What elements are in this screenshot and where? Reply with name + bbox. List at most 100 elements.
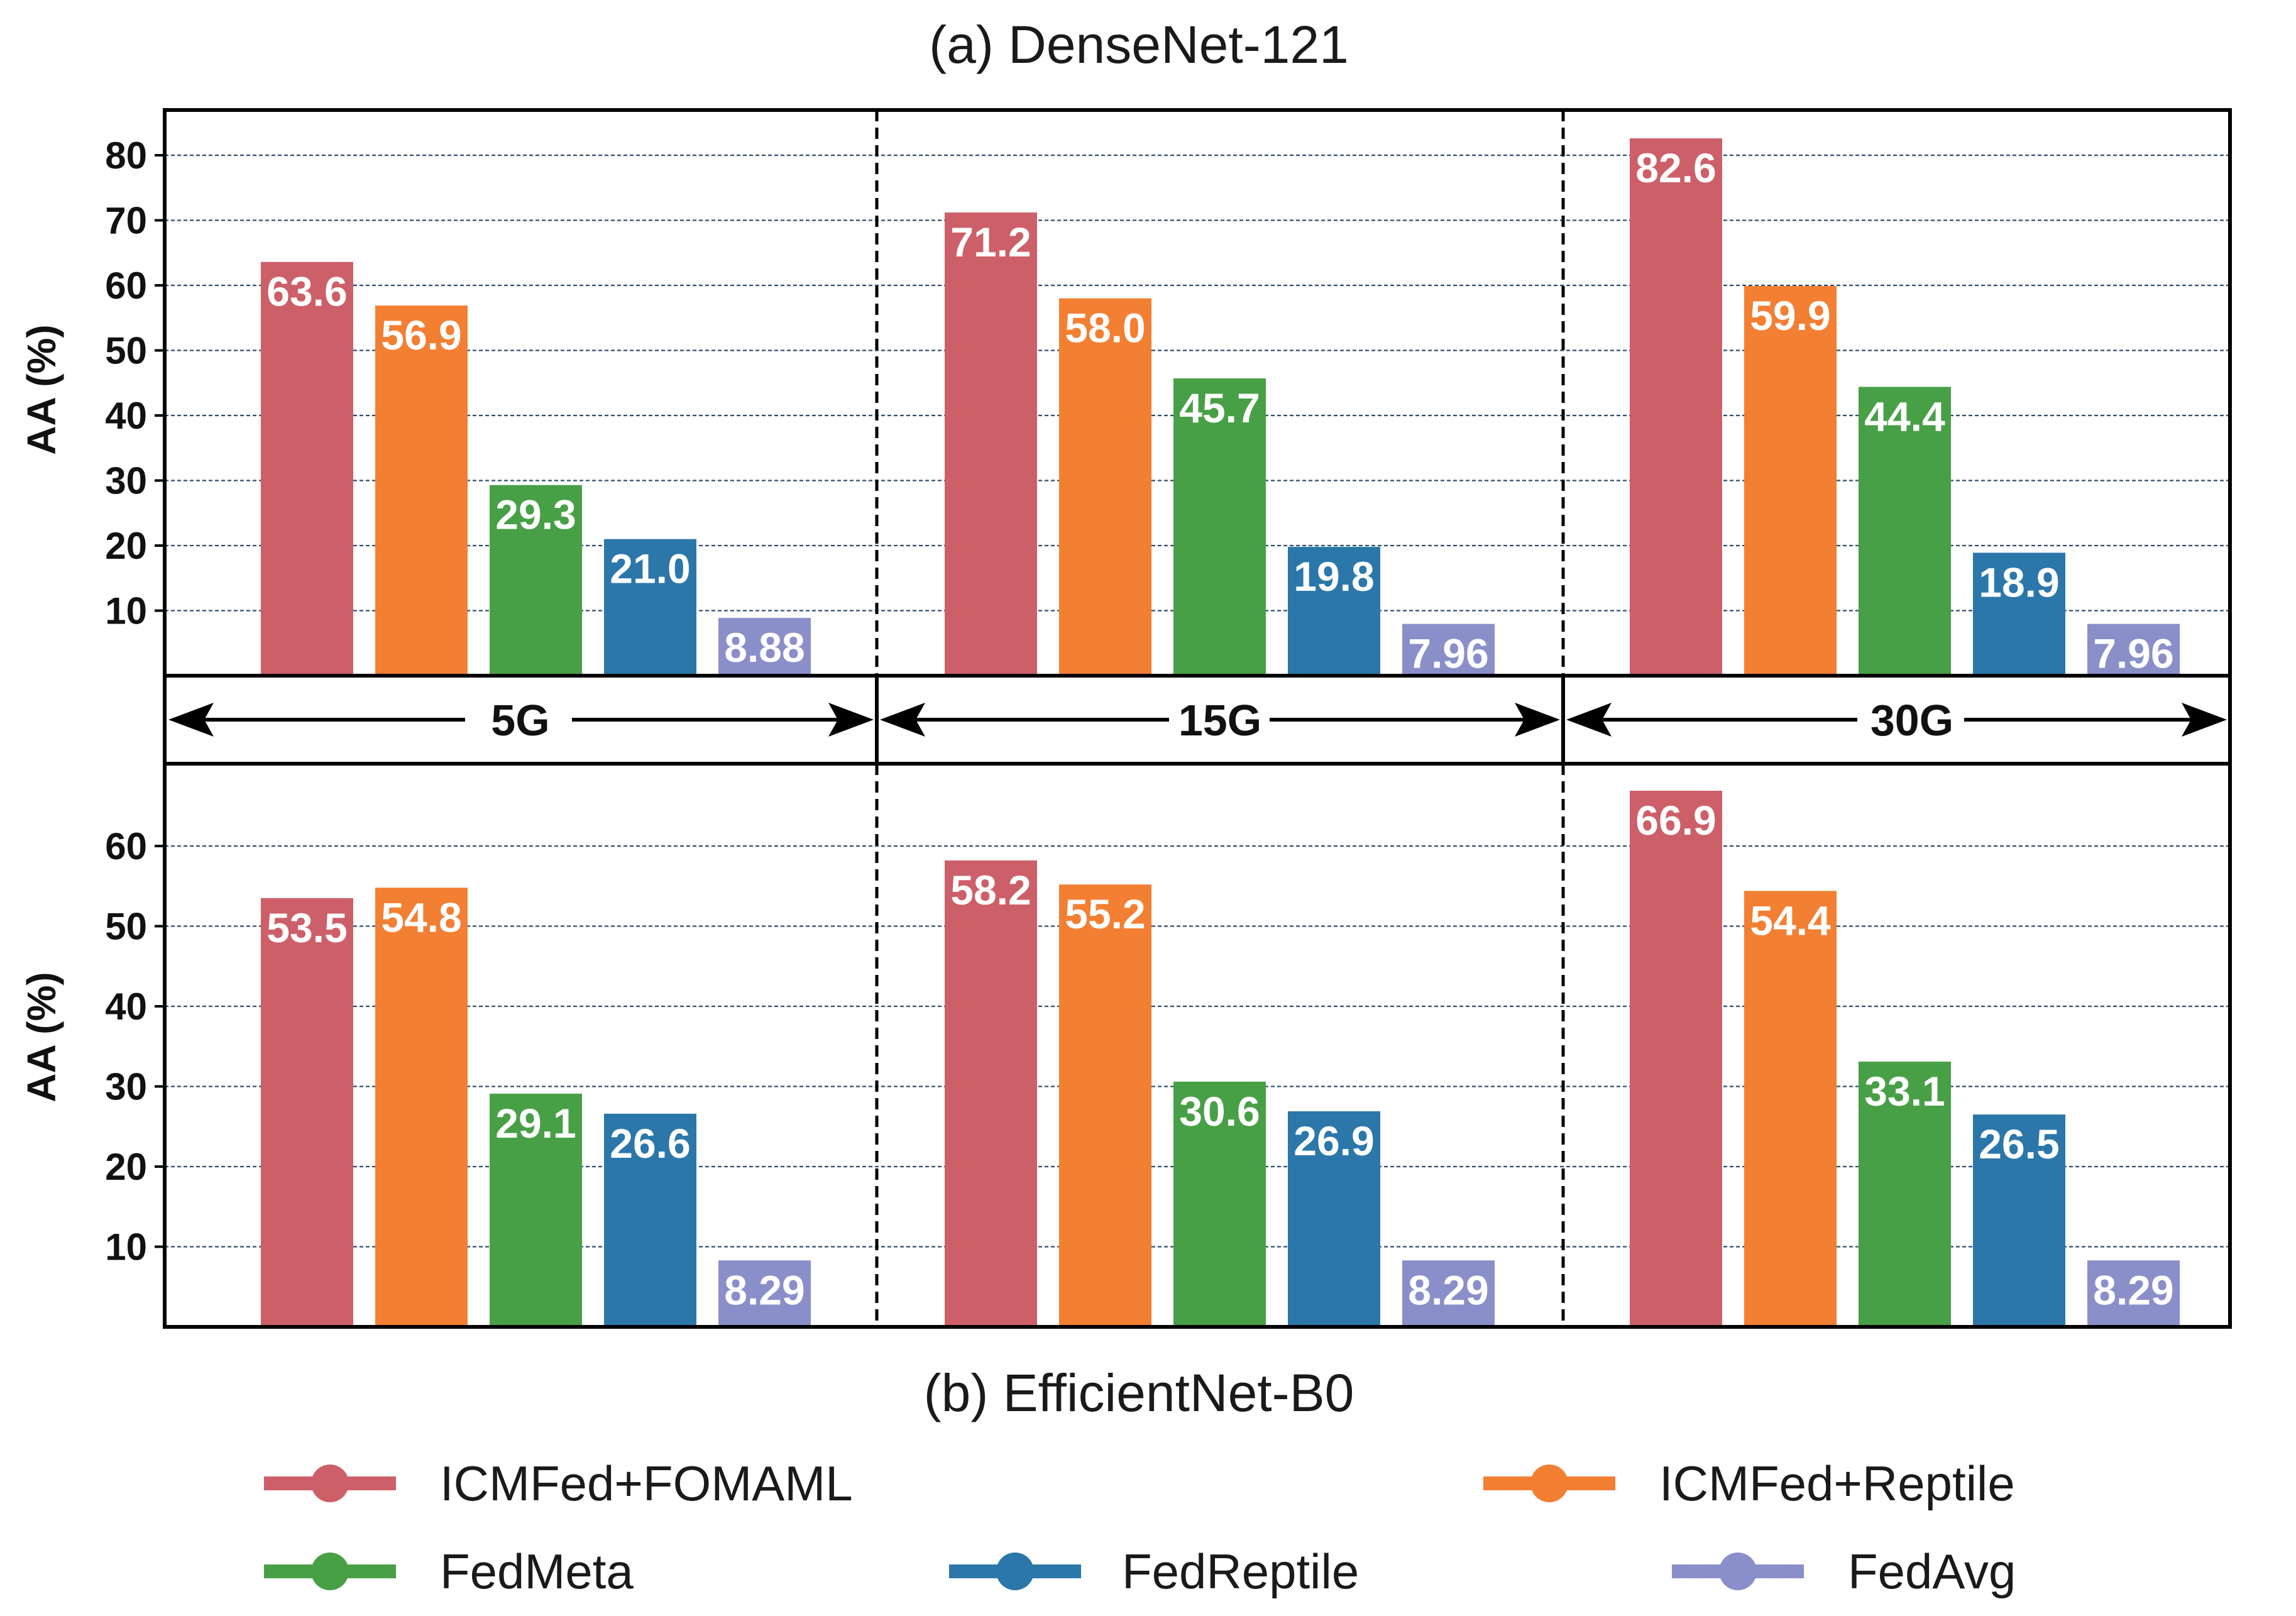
group-label-15g: 15G (1178, 696, 1261, 745)
bar-fedreptile-30g (1973, 552, 2065, 676)
group-label-5g: 5G (491, 696, 549, 745)
bar-icmfed-fomaml-5g (261, 261, 353, 676)
y-tick-label: 40 (105, 395, 147, 437)
bar-value-label: 33.1 (1864, 1068, 1945, 1114)
bar-value-label: 29.1 (495, 1100, 576, 1146)
bar-value-label: 82.6 (1635, 145, 1716, 191)
y-tick-label: 50 (105, 330, 147, 372)
group-arrow-15g (880, 703, 1560, 737)
y-tick-label: 10 (105, 1226, 147, 1268)
legend-label-icmfed-reptile: ICMFed+Reptile (1659, 1456, 2015, 1511)
bar-value-label: 26.6 (610, 1120, 690, 1167)
y-tick-label: 20 (105, 1146, 147, 1188)
bar-value-label: 18.9 (1979, 559, 2059, 605)
bar-icmfed-reptile-30g (1744, 891, 1837, 1327)
bar-value-label: 54.8 (381, 894, 461, 940)
bar-value-label: 54.4 (1750, 897, 1831, 943)
bar-value-label: 8.29 (2093, 1267, 2173, 1313)
y-tick-label: 40 (105, 986, 147, 1028)
legend-item-fedmeta: FedMeta (264, 1544, 634, 1599)
bar-icmfed-fomaml-30g (1630, 791, 1722, 1327)
legend-marker-fedreptile (996, 1553, 1034, 1590)
bar-fedmeta-5g (490, 485, 582, 676)
chart-title-efficientnet: (b) EfficientNet-B0 (924, 1363, 1354, 1422)
bar-icmfed-reptile-5g (375, 888, 468, 1327)
bar-value-label: 8.29 (724, 1267, 805, 1313)
legend-label-icmfed-fomaml: ICMFed+FOMAML (440, 1456, 853, 1511)
y-tick-label: 30 (105, 1066, 147, 1108)
bar-value-label: 59.9 (1750, 292, 1830, 339)
bar-fedavg-5g (718, 1260, 811, 1327)
bar-icmfed-fomaml-5g (261, 898, 353, 1327)
bar-value-label: 44.4 (1864, 393, 1945, 439)
bar-fedreptile-15g (1288, 547, 1380, 676)
y-tick-label: 70 (105, 200, 147, 242)
legend-label-fedreptile: FedReptile (1122, 1544, 1359, 1599)
bar-fedavg-30g (2087, 624, 2180, 676)
legend-marker-icmfed-reptile (1530, 1465, 1568, 1502)
y-tick-label: 80 (105, 135, 147, 177)
bar-value-label: 29.3 (495, 492, 576, 538)
bar-fedmeta-5g (490, 1093, 582, 1327)
bar-fedmeta-15g (1173, 378, 1266, 676)
legend-item-icmfed-reptile: ICMFed+Reptile (1483, 1456, 2015, 1511)
legend-marker-fedavg (1719, 1553, 1757, 1590)
y-tick-label: 50 (105, 906, 147, 948)
group-label-30g: 30G (1870, 696, 1953, 745)
bar-value-label: 53.5 (266, 904, 347, 951)
bar-value-label: 45.7 (1179, 385, 1260, 431)
bar-value-label: 30.6 (1179, 1088, 1260, 1135)
bar-value-label: 55.2 (1065, 891, 1145, 937)
group-arrow-30g (1566, 703, 2227, 737)
bar-value-label: 58.0 (1065, 305, 1145, 351)
y-tick-label: 20 (105, 525, 147, 567)
legend-item-fedavg: FedAvg (1672, 1544, 2016, 1599)
chart-title-densenet: (a) DenseNet-121 (929, 15, 1349, 74)
y-axis-label-top: AA (%) (19, 324, 64, 454)
bar-icmfed-fomaml-15g (945, 860, 1037, 1327)
bar-icmfed-fomaml-15g (945, 212, 1037, 676)
legend-marker-fedmeta (311, 1553, 349, 1590)
bar-value-label: 66.9 (1635, 797, 1716, 844)
legend-label-fedavg: FedAvg (1848, 1544, 2016, 1599)
bar-fedmeta-30g (1859, 1061, 1951, 1327)
bar-value-label: 56.9 (381, 312, 461, 358)
bar-icmfed-reptile-15g (1059, 298, 1151, 676)
bar-value-label: 19.8 (1294, 553, 1374, 600)
y-axis-label-bottom: AA (%) (19, 972, 64, 1102)
bar-fedreptile-30g (1973, 1114, 2065, 1327)
bar-value-label: 21.0 (610, 546, 690, 592)
y-tick-label: 10 (105, 590, 147, 632)
legend-marker-icmfed-fomaml (311, 1465, 349, 1502)
bar-value-label: 8.88 (724, 624, 805, 671)
bar-value-label: 7.96 (2093, 630, 2173, 677)
bar-icmfed-reptile-15g (1059, 884, 1151, 1327)
y-tick-label: 60 (105, 825, 147, 867)
bar-value-label: 71.2 (950, 219, 1031, 265)
bar-value-label: 26.5 (1979, 1121, 2059, 1167)
bar-fedreptile-5g (604, 1113, 696, 1327)
bar-fedreptile-5g (604, 539, 696, 676)
group-arrow-5g (168, 703, 874, 737)
bar-icmfed-reptile-30g (1744, 286, 1837, 676)
bar-icmfed-fomaml-30g (1630, 138, 1722, 676)
legend-item-icmfed-fomaml: ICMFed+FOMAML (264, 1456, 853, 1511)
bar-fedavg-30g (2087, 1260, 2180, 1327)
bar-fedmeta-30g (1859, 387, 1951, 676)
bar-fedavg-5g (718, 618, 811, 676)
bar-value-label: 7.96 (1408, 630, 1488, 677)
bar-value-label: 63.6 (266, 268, 347, 315)
legend-item-fedreptile: FedReptile (949, 1544, 1359, 1599)
y-tick-label: 30 (105, 460, 147, 502)
y-tick-label: 60 (105, 265, 147, 307)
bar-value-label: 8.29 (1408, 1267, 1488, 1313)
bar-icmfed-reptile-5g (375, 305, 468, 676)
bar-fedavg-15g (1402, 624, 1495, 676)
legend-label-fedmeta: FedMeta (440, 1544, 634, 1599)
bar-value-label: 26.9 (1294, 1118, 1374, 1164)
bar-fedmeta-15g (1173, 1081, 1266, 1327)
bar-fedreptile-15g (1288, 1111, 1380, 1327)
bottom-panel-frame (163, 762, 2232, 1329)
bars: 63.6 71.2 82.6 56.9 58.0 59.9 29.3 45.7 44.4 21.0… (261, 138, 2180, 1327)
